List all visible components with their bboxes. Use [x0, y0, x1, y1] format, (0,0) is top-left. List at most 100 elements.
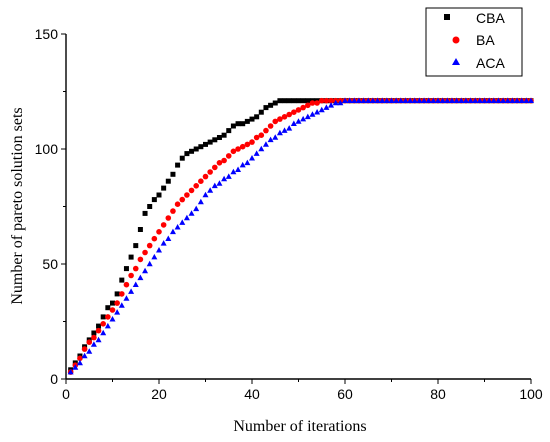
data-point-cba — [240, 121, 246, 127]
plot-area: 0 20 40 60 80 100 0 50 100 150 — [35, 26, 543, 402]
data-point-aca — [244, 159, 251, 166]
data-point-aca — [476, 97, 483, 103]
data-point-aca — [411, 97, 418, 103]
data-point-aca — [430, 97, 437, 103]
data-point-ba — [281, 114, 288, 120]
data-point-cba — [128, 254, 134, 260]
data-point-aca — [332, 99, 339, 106]
data-point-cba — [207, 139, 213, 145]
data-point-aca — [342, 97, 348, 103]
data-point-aca — [286, 125, 293, 131]
data-point-cba — [296, 98, 301, 104]
data-point-aca — [188, 210, 195, 216]
data-point-cba — [226, 128, 232, 134]
x-tick-label: 60 — [337, 386, 353, 402]
data-point-ba — [267, 123, 274, 129]
data-point-aca — [472, 97, 479, 103]
data-point-cba — [161, 185, 167, 191]
data-point-aca — [328, 102, 335, 108]
data-point-ba — [142, 249, 148, 256]
data-point-ba — [81, 346, 88, 352]
data-point-aca — [262, 141, 269, 147]
data-point-cba — [291, 98, 297, 104]
data-point-aca — [425, 97, 432, 103]
data-point-aca — [369, 97, 376, 103]
data-point-ba — [263, 127, 269, 134]
data-point-cba — [244, 118, 250, 124]
data-point-ba — [207, 169, 213, 175]
data-point-aca — [281, 127, 288, 133]
y-tick-label: 100 — [35, 141, 59, 157]
data-point-ba — [174, 201, 181, 207]
data-point-ba — [165, 215, 172, 221]
data-point-ba — [105, 314, 111, 320]
data-point-cba — [119, 277, 125, 283]
data-point-cba — [193, 146, 199, 152]
data-point-aca — [114, 309, 121, 315]
data-point-aca — [95, 336, 102, 343]
data-point-cba — [189, 148, 195, 154]
data-point-aca — [518, 97, 525, 103]
y-tick-label: 50 — [42, 256, 58, 272]
data-point-aca — [104, 322, 111, 329]
data-point-aca — [304, 113, 311, 120]
data-point-aca — [504, 97, 511, 103]
data-point-ba — [318, 97, 325, 104]
data-point-cba — [156, 192, 162, 198]
data-point-ba — [123, 281, 130, 288]
data-point-aca — [235, 166, 242, 172]
data-point-aca — [383, 97, 390, 103]
series-ba — [67, 97, 534, 375]
data-point-ba — [230, 148, 237, 155]
data-point-cba — [110, 300, 115, 306]
data-point-ba — [323, 97, 330, 104]
data-point-cba — [254, 114, 260, 120]
data-point-aca — [183, 214, 190, 221]
y-tick-label: 0 — [50, 371, 58, 387]
data-point-ba — [216, 160, 223, 166]
data-point-aca — [495, 97, 502, 103]
data-point-aca — [458, 97, 465, 103]
data-point-aca — [211, 182, 218, 189]
series-cba — [68, 98, 534, 373]
data-point-aca — [67, 368, 74, 375]
data-point-aca — [174, 224, 181, 230]
data-point-ba — [202, 173, 209, 180]
data-point-aca — [295, 118, 302, 124]
legend-marker-ba — [452, 36, 460, 44]
data-point-aca — [393, 97, 400, 103]
data-point-aca — [337, 99, 344, 106]
x-axis-title: Number of iterations — [233, 418, 366, 435]
series-aca — [67, 97, 534, 375]
data-point-aca — [500, 97, 507, 103]
data-point-aca — [346, 97, 353, 103]
data-point-ba — [225, 153, 232, 159]
legend-label-aca: ACA — [476, 55, 505, 71]
data-point-ba — [156, 229, 162, 235]
data-point-cba — [235, 121, 241, 127]
data-point-aca — [142, 267, 149, 274]
data-point-aca — [309, 111, 316, 117]
data-point-aca — [402, 97, 409, 103]
data-point-aca — [462, 97, 469, 103]
data-point-cba — [212, 137, 218, 143]
data-point-cba — [137, 227, 143, 232]
data-point-cba — [268, 102, 274, 108]
data-point-ba — [188, 187, 195, 194]
data-point-aca — [72, 364, 79, 370]
data-point-ba — [77, 355, 83, 362]
legend-box — [425, 7, 523, 77]
data-point-aca — [253, 150, 260, 156]
data-point-aca — [379, 97, 386, 103]
data-point-ba — [184, 192, 190, 198]
data-point-aca — [239, 161, 246, 168]
x-tick-label: 80 — [430, 386, 446, 402]
x-tick-label: 0 — [62, 386, 70, 402]
data-point-aca — [100, 329, 107, 336]
data-point-cba — [105, 305, 111, 311]
data-point-aca — [267, 136, 274, 143]
data-point-ba — [132, 265, 139, 272]
data-point-aca — [290, 120, 297, 126]
data-point-cba — [147, 204, 153, 209]
data-point-cba — [123, 266, 129, 272]
